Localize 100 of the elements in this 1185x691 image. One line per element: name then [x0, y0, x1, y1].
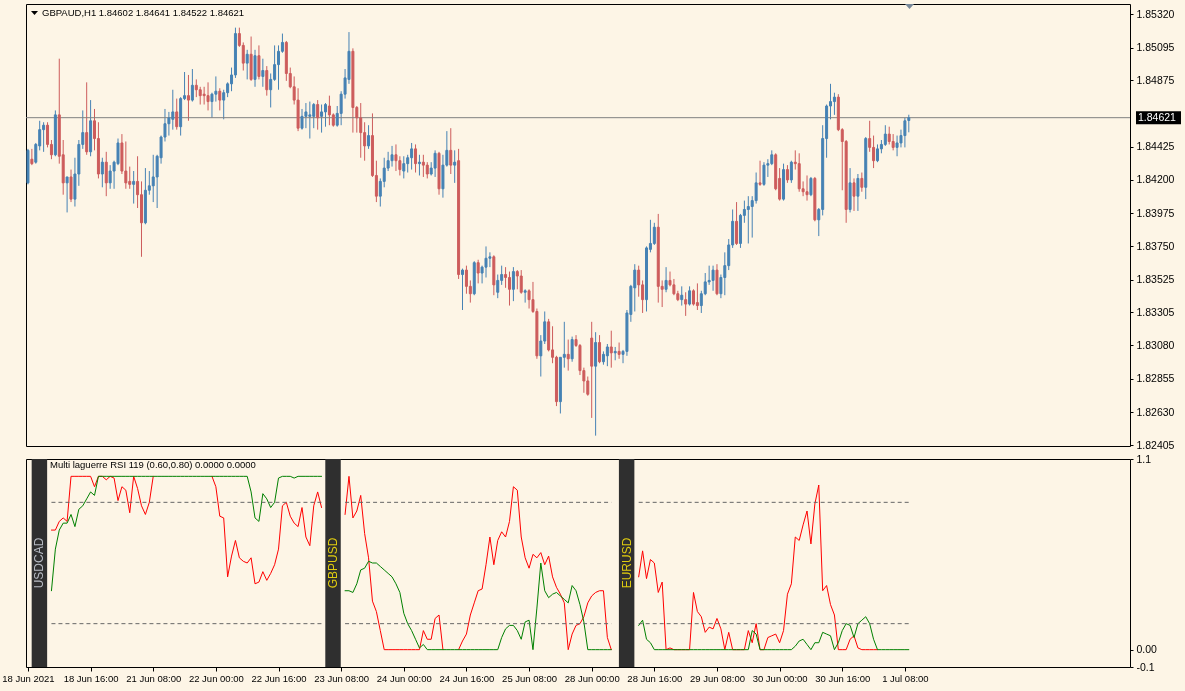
candlestick: [860, 172, 864, 193]
y-tick-label: 1.83305: [1136, 305, 1175, 318]
candlestick: [609, 330, 613, 369]
candlestick: [85, 81, 89, 156]
candlestick: [367, 124, 371, 150]
y-tick-label: -0.1: [1136, 660, 1155, 673]
candlestick: [809, 176, 813, 197]
candlestick: [308, 101, 312, 140]
candlestick: [496, 274, 500, 299]
candlestick: [30, 148, 34, 166]
candlestick: [735, 201, 739, 246]
candlestick: [856, 173, 860, 212]
x-tick-label: 25 Jun 08:00: [502, 672, 558, 684]
y-tick-label: 1.82405: [1136, 438, 1175, 451]
candlestick: [265, 65, 269, 97]
candlestick: [108, 164, 112, 190]
candlestick: [680, 285, 684, 307]
candlestick: [327, 95, 331, 126]
candlestick: [570, 336, 574, 363]
candlestick: [363, 121, 367, 162]
candlestick: [257, 44, 261, 80]
x-tick-label: 28 Jun 00:00: [564, 672, 620, 684]
candlestick: [746, 195, 750, 244]
y-tick-label: 1.84875: [1136, 73, 1175, 86]
x-tick-label: 18 Jun 2021: [2, 672, 55, 684]
candlestick: [484, 245, 488, 278]
y-tick-label: 1.85320: [1136, 7, 1175, 20]
candlestick: [104, 151, 108, 197]
candlestick: [312, 102, 316, 129]
candlestick: [421, 154, 425, 178]
candlestick: [402, 155, 406, 179]
candlestick: [175, 98, 179, 131]
candlestick: [762, 161, 766, 187]
candlestick: [523, 288, 527, 304]
annotation: EURUSD: [619, 537, 634, 589]
candlestick: [417, 154, 421, 176]
candlestick: [852, 177, 856, 212]
x-tick-label: 28 Jun 16:00: [627, 672, 683, 684]
candlestick: [132, 170, 136, 205]
candlestick: [511, 266, 515, 302]
annotation: USDCAD: [32, 537, 47, 589]
candlestick: [504, 266, 508, 289]
candlestick: [461, 268, 465, 311]
candlestick: [42, 121, 46, 153]
candlestick: [664, 266, 668, 293]
annotation: GBPUSD: [326, 537, 341, 589]
candlestick: [805, 174, 809, 202]
candlestick: [594, 331, 598, 437]
x-tick-label: 22 Jun 16:00: [251, 672, 307, 684]
y-tick-label: 0.00: [1136, 643, 1158, 656]
candlestick: [414, 143, 418, 174]
x-tick-label: 24 Jun 16:00: [439, 672, 495, 684]
candlestick: [128, 166, 132, 190]
candlestick: [410, 142, 414, 171]
candlestick: [711, 265, 715, 292]
y-tick-label: 1.82630: [1136, 405, 1175, 418]
candlestick: [316, 99, 320, 131]
y-tick-label: 1.84425: [1136, 140, 1175, 153]
candlestick: [323, 102, 327, 128]
y-tick-label: 1.83975: [1136, 206, 1175, 219]
x-tick-label: 21 Jun 08:00: [126, 672, 182, 684]
y-tick-label: 1.84200: [1136, 173, 1175, 186]
candlestick: [69, 169, 73, 203]
x-tick-label: 22 Jun 00:00: [188, 672, 244, 684]
candlestick: [218, 87, 222, 111]
candlestick: [715, 263, 719, 296]
candlestick: [261, 58, 265, 88]
x-tick-label: 23 Jun 08:00: [314, 672, 370, 684]
candlestick: [637, 265, 641, 298]
y-tick-label: 1.83750: [1136, 239, 1175, 252]
candlestick: [65, 176, 69, 213]
x-tick-label: 30 Jun 00:00: [752, 672, 808, 684]
candlestick: [206, 81, 210, 111]
candlestick: [515, 269, 519, 290]
candlestick: [476, 259, 480, 284]
candlestick: [277, 44, 281, 91]
candlestick: [433, 149, 437, 178]
line-series: [638, 616, 910, 651]
line-series: [638, 484, 878, 651]
candlestick: [883, 124, 887, 147]
y-tick-label: 1.83080: [1136, 338, 1175, 351]
y-tick-label: 1.82855: [1136, 372, 1175, 385]
y-tick-label: 1.1: [1136, 452, 1152, 465]
candlestick: [245, 49, 249, 80]
candlestick: [617, 342, 621, 360]
candlestick: [449, 127, 453, 175]
chart-title: GBPAUD,H1 1.84602 1.84641 1.84522 1.84621: [42, 6, 245, 18]
x-tick-label: 1 Jul 08:00: [882, 672, 929, 684]
candlestick: [464, 265, 468, 295]
candlestick: [605, 343, 609, 367]
candlestick: [100, 157, 104, 188]
candlestick: [507, 271, 511, 307]
candlestick: [390, 145, 394, 168]
candlestick: [652, 222, 656, 246]
candlestick: [789, 160, 793, 184]
y-tick-label: 1.85095: [1136, 41, 1175, 54]
candlestick: [394, 143, 398, 172]
candlestick: [566, 339, 570, 372]
x-tick-label: 18 Jun 16:00: [63, 672, 119, 684]
candlestick: [186, 74, 190, 122]
